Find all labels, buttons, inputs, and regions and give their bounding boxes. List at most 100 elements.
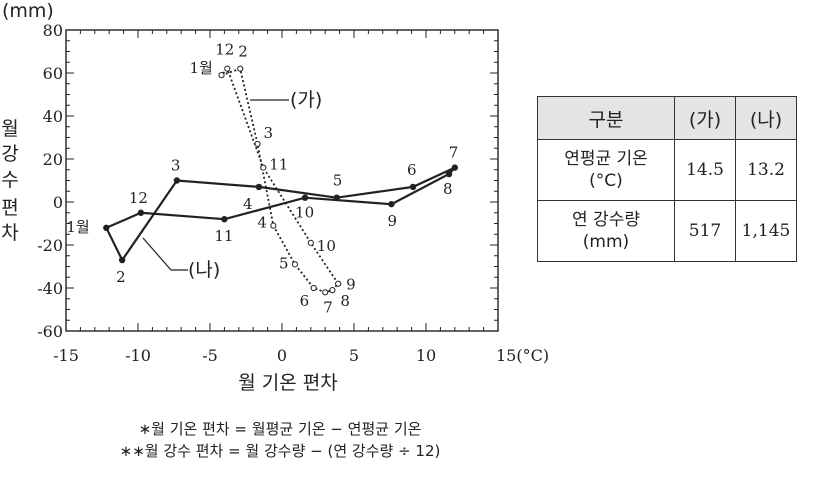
table-cell: 1,145 [735,200,797,262]
table-row-label: 연평균 기온 (°C) [537,139,675,201]
data-point [329,287,336,294]
point-label: 8 [340,292,350,310]
data-point [218,72,225,79]
table-row: 연 강수량 (mm) 517 1,145 [537,200,797,262]
table-cell: 517 [674,200,736,262]
point-label: 7 [323,298,333,316]
point-label: 10 [295,204,314,222]
point-label: 5 [279,254,289,272]
row-label-unit: (mm) [582,232,630,252]
point-label: 9 [346,276,356,294]
table-header-category: 구분 [537,96,675,140]
point-label: 11 [269,156,288,174]
plot-area-frame [65,29,499,332]
point-label: 9 [387,212,397,230]
row-label-main: 연평균 기온 [564,149,648,169]
data-point [409,183,417,191]
y-tick-label: 80 [43,21,63,40]
row-label-main: 연 강수량 [572,210,640,230]
footnotes: ∗월 기온 편차 = 월평균 기온 − 연평균 기온 ∗∗월 강수 편차 = 월… [0,418,560,462]
point-label: 11 [214,227,233,245]
y-axis-title-char: 수 [1,169,18,191]
table-row-label: 연 강수량 (mm) [537,200,675,262]
x-axis-title: 월 기온 편차 [238,372,337,394]
point-label: 4 [257,214,267,232]
data-point [335,280,342,287]
data-point [270,222,277,229]
climate-summary-table: 구분 (가) (나) 연평균 기온 (°C) 14.5 13.2 연 강수량 (… [537,96,797,262]
x-tick-label: 0 [277,346,287,365]
point-label: 5 [333,172,343,190]
table-header-ga: (가) [674,96,736,140]
point-label: 4 [243,195,253,213]
y-axis-unit: (mm) [2,0,54,22]
data-point [103,224,110,231]
y-tick-label: 20 [43,150,63,169]
series-ga-label: (가) [290,89,322,111]
x-tick-label: -5 [202,346,218,365]
point-label: 1월 [66,218,89,236]
data-point [173,177,181,184]
data-point [137,209,145,216]
point-label: 7 [449,144,459,162]
point-label: 12 [215,41,234,59]
y-axis-title-char: 월 [1,118,18,140]
table-row: 연평균 기온 (°C) 14.5 13.2 [537,139,797,201]
data-point [118,256,126,264]
point-label: 1월 [190,59,213,77]
point-label: 6 [300,292,310,310]
y-tick-label: -60 [37,322,63,341]
point-label: 8 [443,180,453,198]
series-line [104,166,456,263]
point-label: 6 [407,161,417,179]
series-na-leader-line [142,237,188,271]
point-label: 2 [116,268,126,286]
y-axis-title-char: 편 [1,197,18,219]
data-point [221,216,228,223]
data-point [224,65,231,72]
data-point [445,170,453,178]
data-point [301,194,309,201]
table-header-na: (나) [735,96,797,140]
series-ga: 1월 2 3 4 5 6 7 89 10 11 12 [190,41,356,317]
x-axis-unit: 15(°C) [496,346,549,365]
data-point [322,289,329,296]
x-tick-label: 10 [416,346,436,365]
data-point [260,164,267,171]
data-point [388,200,395,208]
series-na-label: (나) [188,259,220,281]
table-header-row: 구분 (가) (나) [537,96,797,140]
data-point [237,65,244,72]
point-label: 12 [129,189,148,207]
x-tick-label: -15 [53,346,79,365]
y-tick-label: 60 [43,64,63,83]
data-point [307,239,314,246]
x-tick-label: 5 [349,346,359,365]
y-axis-title-char: 강 [1,143,18,165]
y-tick-label: -40 [37,279,63,298]
table-cell: 14.5 [674,139,736,201]
point-label: 3 [264,124,274,142]
footnote-temperature: ∗월 기온 편차 = 월평균 기온 − 연평균 기온 [138,420,422,438]
axis-ticks: -15 -10 -5 0 5 10 80 60 40 20 0 -20 -40 -60 [37,21,499,365]
table-cell: 13.2 [735,139,797,201]
data-point [333,194,340,201]
y-tick-label: 0 [53,193,63,212]
data-point [255,183,263,191]
y-tick-label: 40 [43,107,63,126]
data-point [310,284,317,292]
point-label: 10 [317,237,336,255]
series-na: 1월 2 3 4 5 6 7 8 9 10 11 12 [66,144,458,286]
row-label-unit: (°C) [589,171,623,191]
y-axis-title-char: 차 [1,222,18,244]
climate-summary-table-wrap: 구분 (가) (나) 연평균 기온 (°C) 14.5 13.2 연 강수량 (… [537,96,797,262]
y-tick-label: -20 [37,236,63,255]
data-point [254,140,261,148]
footnote-precipitation: ∗∗월 강수 편차 = 월 강수량 − (연 강수량 ÷ 12) [119,442,441,460]
point-label: 2 [238,43,248,61]
x-tick-label: -10 [125,346,151,365]
data-point [451,164,458,171]
